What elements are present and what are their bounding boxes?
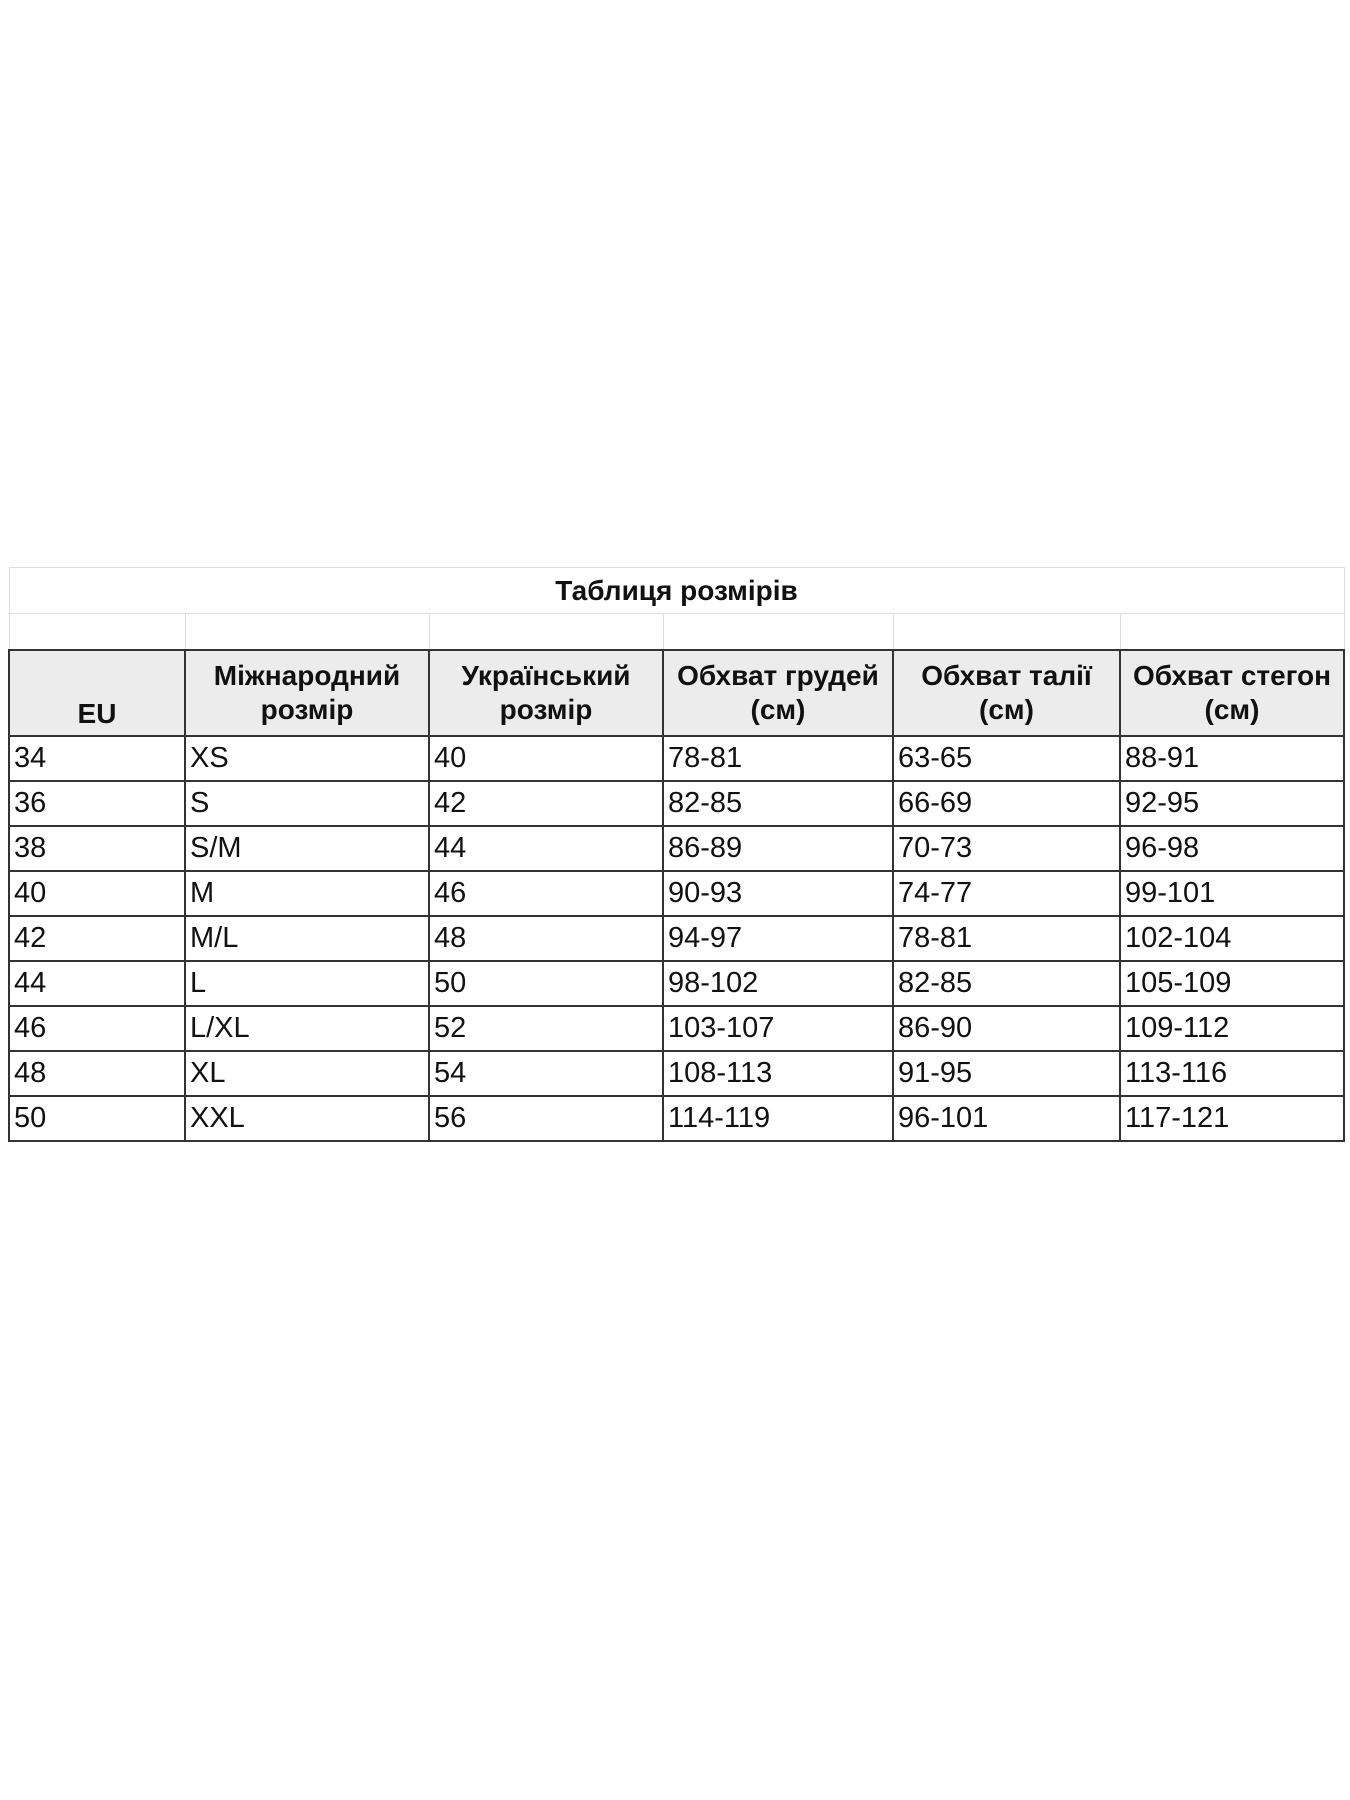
header-hips: Обхват стегон (см) <box>1119 649 1345 737</box>
table-row: 38 S/M 44 86-89 70-73 96-98 <box>8 825 1345 872</box>
cell-eu: 48 <box>8 1050 186 1097</box>
cell-bust: 90-93 <box>662 870 894 917</box>
header-ukrainian: Український розмір <box>428 649 664 737</box>
cell-bust: 94-97 <box>662 915 894 962</box>
cell-bust: 103-107 <box>662 1005 894 1052</box>
table-row: 42 M/L 48 94-97 78-81 102-104 <box>8 915 1345 962</box>
cell-waist: 82-85 <box>892 960 1121 1007</box>
cell-waist: 70-73 <box>892 825 1121 872</box>
cell-waist: 63-65 <box>892 735 1121 782</box>
cell-waist: 74-77 <box>892 870 1121 917</box>
table-row: 36 S 42 82-85 66-69 92-95 <box>8 780 1345 827</box>
cell-ukrainian: 48 <box>428 915 664 962</box>
cell-bust: 78-81 <box>662 735 894 782</box>
blank-cell <box>892 613 1121 651</box>
cell-ukrainian: 52 <box>428 1005 664 1052</box>
cell-bust: 98-102 <box>662 960 894 1007</box>
blank-cell <box>662 613 894 651</box>
cell-ukrainian: 42 <box>428 780 664 827</box>
cell-bust: 114-119 <box>662 1095 894 1142</box>
title-row: Таблиця розмірів <box>8 567 1345 614</box>
cell-eu: 46 <box>8 1005 186 1052</box>
cell-international: L/XL <box>184 1005 430 1052</box>
cell-waist: 91-95 <box>892 1050 1121 1097</box>
cell-international: L <box>184 960 430 1007</box>
cell-bust: 86-89 <box>662 825 894 872</box>
cell-hips: 88-91 <box>1119 735 1345 782</box>
cell-ukrainian: 54 <box>428 1050 664 1097</box>
cell-bust: 108-113 <box>662 1050 894 1097</box>
cell-ukrainian: 46 <box>428 870 664 917</box>
cell-international: XL <box>184 1050 430 1097</box>
cell-waist: 78-81 <box>892 915 1121 962</box>
cell-international: M/L <box>184 915 430 962</box>
table-title: Таблиця розмірів <box>8 567 1345 614</box>
cell-international: S/M <box>184 825 430 872</box>
cell-eu: 38 <box>8 825 186 872</box>
table-row: 50 XXL 56 114-119 96-101 117-121 <box>8 1095 1345 1142</box>
cell-waist: 66-69 <box>892 780 1121 827</box>
blank-row <box>8 613 1345 651</box>
blank-cell <box>428 613 664 651</box>
cell-international: XS <box>184 735 430 782</box>
cell-hips: 99-101 <box>1119 870 1345 917</box>
blank-cell <box>8 613 186 651</box>
cell-ukrainian: 50 <box>428 960 664 1007</box>
cell-hips: 96-98 <box>1119 825 1345 872</box>
blank-cell <box>184 613 430 651</box>
cell-eu: 40 <box>8 870 186 917</box>
cell-waist: 86-90 <box>892 1005 1121 1052</box>
header-row: EU Міжнародний розмір Український розмір… <box>8 649 1345 737</box>
cell-hips: 102-104 <box>1119 915 1345 962</box>
header-international: Міжнародний розмір <box>184 649 430 737</box>
header-eu: EU <box>8 649 186 737</box>
cell-eu: 44 <box>8 960 186 1007</box>
table-row: 34 XS 40 78-81 63-65 88-91 <box>8 735 1345 782</box>
cell-bust: 82-85 <box>662 780 894 827</box>
table-row: 44 L 50 98-102 82-85 105-109 <box>8 960 1345 1007</box>
cell-hips: 113-116 <box>1119 1050 1345 1097</box>
cell-eu: 42 <box>8 915 186 962</box>
cell-eu: 50 <box>8 1095 186 1142</box>
size-chart: Таблиця розмірів EU Міжнародний розмір У… <box>8 567 1345 1142</box>
cell-waist: 96-101 <box>892 1095 1121 1142</box>
cell-international: M <box>184 870 430 917</box>
cell-hips: 105-109 <box>1119 960 1345 1007</box>
size-table: Таблиця розмірів EU Міжнародний розмір У… <box>8 567 1345 1142</box>
cell-hips: 109-112 <box>1119 1005 1345 1052</box>
blank-cell <box>1119 613 1345 651</box>
header-waist: Обхват талії (см) <box>892 649 1121 737</box>
cell-eu: 36 <box>8 780 186 827</box>
table-row: 40 M 46 90-93 74-77 99-101 <box>8 870 1345 917</box>
cell-international: XXL <box>184 1095 430 1142</box>
table-row: 48 XL 54 108-113 91-95 113-116 <box>8 1050 1345 1097</box>
table-body: 34 XS 40 78-81 63-65 88-91 36 S 42 82-85 66-69 92-9… <box>8 735 1345 1142</box>
cell-eu: 34 <box>8 735 186 782</box>
cell-ukrainian: 56 <box>428 1095 664 1142</box>
cell-hips: 117-121 <box>1119 1095 1345 1142</box>
cell-ukrainian: 40 <box>428 735 664 782</box>
header-bust: Обхват грудей (см) <box>662 649 894 737</box>
cell-ukrainian: 44 <box>428 825 664 872</box>
table-row: 46 L/XL 52 103-107 86-90 109-112 <box>8 1005 1345 1052</box>
cell-international: S <box>184 780 430 827</box>
cell-hips: 92-95 <box>1119 780 1345 827</box>
